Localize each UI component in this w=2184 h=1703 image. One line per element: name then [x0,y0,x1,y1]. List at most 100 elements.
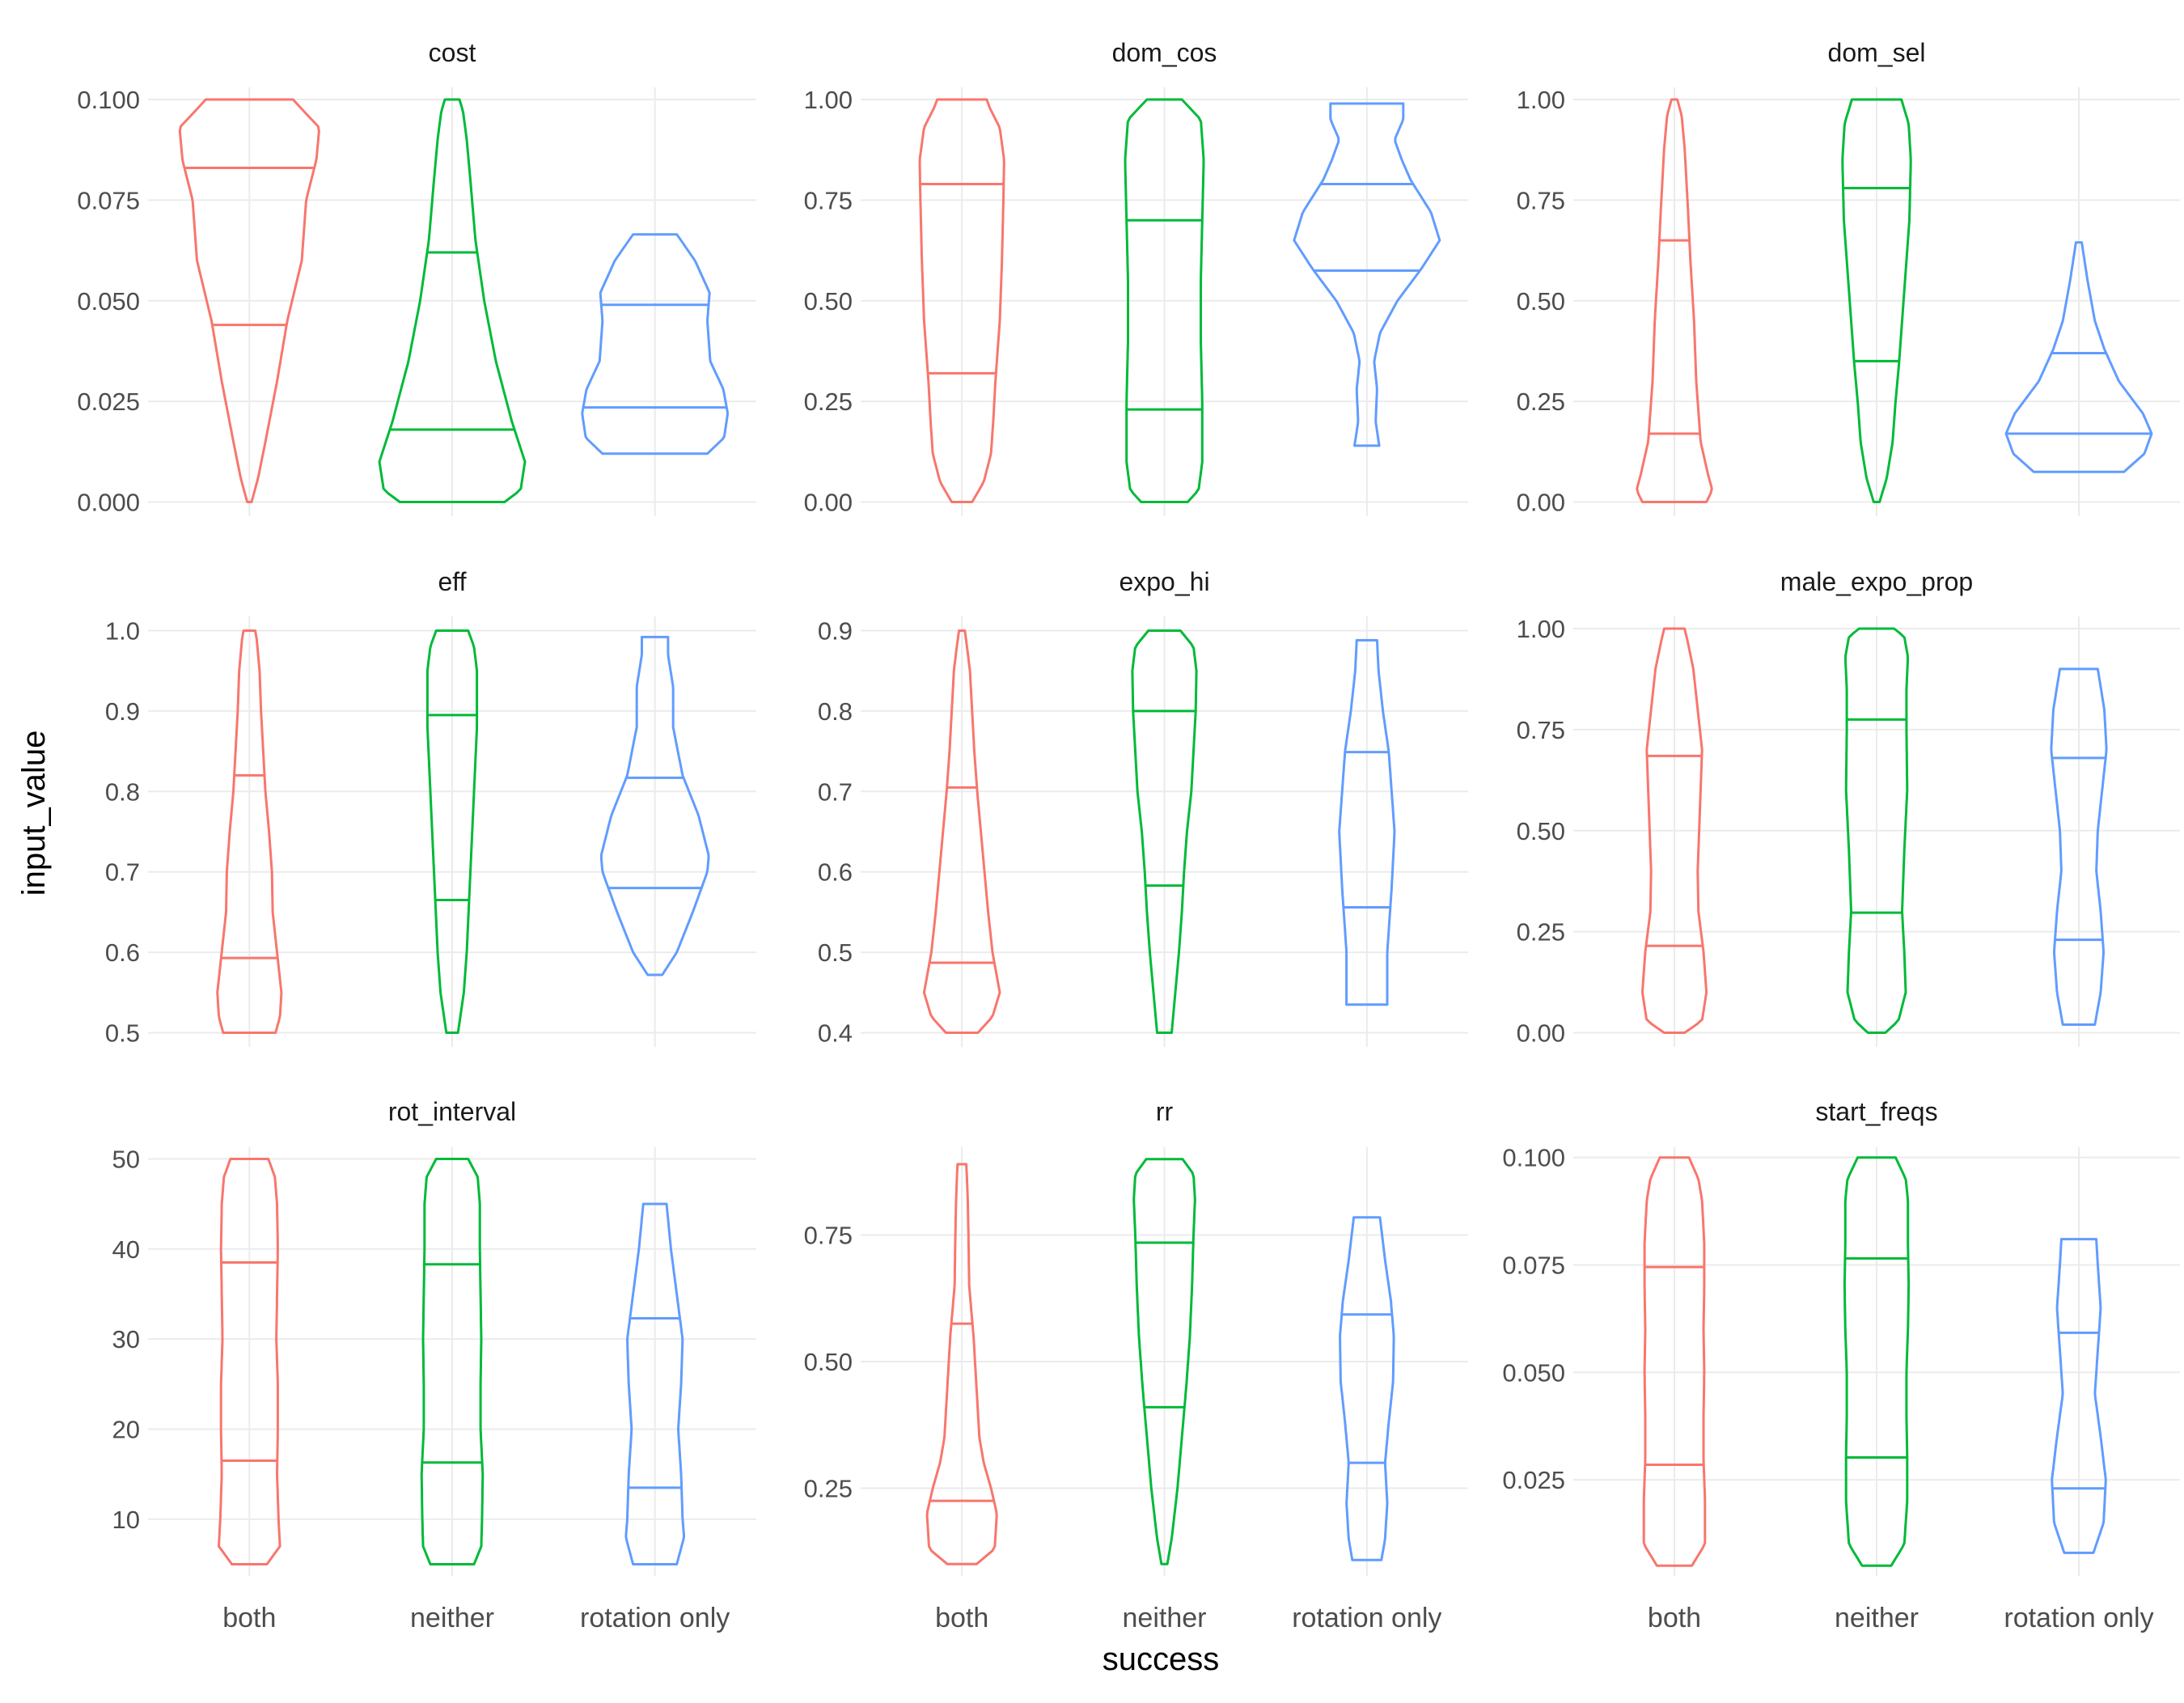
y-axis-label: input_value [16,731,52,896]
facet-title: rr [1156,1097,1174,1126]
x-tick-label: neither [1123,1603,1207,1633]
x-tick-label: rotation only [2004,1603,2153,1633]
facet-title: rot_interval [388,1097,516,1126]
facet-title: dom_cos [1112,38,1217,67]
x-tick-label: both [935,1603,988,1633]
violin-shape-neither [1131,629,1198,1034]
y-tick-label: 0.9 [105,697,140,726]
violin-shape-neither [1844,627,1909,1034]
y-tick-label: 0.50 [1517,817,1565,845]
violin-shape-neither [1841,98,1912,503]
facet-panel: 0.5 0.6 0.7 0.8 0.9 1.0 eff [105,567,756,1048]
violin-shape-both [1642,1156,1707,1567]
violin-shape-both [178,98,320,503]
y-tick-label: 0.00 [804,489,853,517]
y-tick-label: 0.8 [818,697,853,726]
violin-shape-rotation-only [1338,638,1396,1006]
facet-title: expo_hi [1119,567,1209,596]
y-tick-label: 0.050 [77,287,140,316]
facet-title: start_freqs [1815,1097,1937,1126]
y-tick-label: 40 [112,1235,140,1264]
y-tick-label: 0.25 [804,1474,853,1502]
y-tick-label: 0.100 [77,86,140,114]
y-tick-label: 0.000 [77,489,140,517]
violin-shape-neither [425,629,479,1034]
violin-shape-both [918,98,1005,503]
y-tick-label: 0.075 [77,186,140,214]
y-tick-label: 10 [112,1506,140,1534]
y-tick-label: 30 [112,1325,140,1354]
y-tick-label: 0.50 [804,287,853,316]
y-tick-label: 0.5 [105,1019,140,1048]
y-tick-label: 0.8 [105,777,140,806]
facet-title: cost [429,38,476,67]
y-tick-label: 0.6 [818,858,853,887]
facet-panel: 0.00 0.25 0.50 0.75 1.00 dom_sel [1517,38,2180,517]
x-axis-label: success [1103,1642,1220,1677]
y-tick-label: 0.50 [1517,287,1565,316]
y-tick-label: 0.9 [818,616,853,645]
y-tick-label: 0.75 [804,186,853,214]
y-tick-label: 0.75 [1517,186,1565,214]
violin-shape-neither [1843,1156,1911,1567]
x-tick-label: neither [410,1603,494,1633]
facet-panel: 0.00 0.25 0.50 0.75 1.00 male_expo_prop [1517,567,2180,1048]
y-tick-label: 0.5 [818,938,853,967]
y-tick-label: 0.75 [804,1222,853,1250]
y-tick-label: 0.075 [1502,1251,1565,1279]
violin-shape-rotation-only [2051,1238,2107,1554]
y-tick-label: 0.025 [77,388,140,416]
y-tick-label: 1.0 [105,616,140,645]
violin-shape-both [1640,627,1708,1034]
violin-shape-both [218,1158,281,1565]
facet-title: dom_sel [1828,38,1926,67]
violin-shape-rotation-only [1339,1216,1395,1561]
y-tick-label: 1.00 [1517,615,1565,643]
facet-panel: 0.000 0.025 0.050 0.075 0.100 cost [77,38,756,517]
x-tick-label: neither [1835,1603,1919,1633]
violin-shape-rotation-only [2004,241,2153,473]
y-tick-label: 0.00 [1517,489,1565,517]
y-tick-label: 0.7 [818,777,853,806]
violin-shape-neither [378,98,527,503]
violin-shape-rotation-only [624,1202,686,1565]
y-tick-label: 0.25 [1517,918,1565,947]
violin-shape-both [925,1163,998,1565]
facet-panel: 0.00 0.25 0.50 0.75 1.00 dom_cos [804,38,1468,517]
violin-shape-rotation-only [581,233,729,455]
x-tick-label: rotation only [580,1603,730,1633]
y-tick-label: 50 [112,1145,140,1173]
y-tick-label: 0.100 [1502,1144,1565,1172]
violin-shape-both [922,629,1001,1034]
facet-panel: 0.25 0.50 0.75 rr both neither rotation only [804,1097,1468,1633]
x-tick-label: rotation only [1292,1603,1441,1633]
y-tick-label: 20 [112,1416,140,1444]
x-tick-label: both [1648,1603,1701,1633]
facet-title: eff [438,567,467,596]
y-tick-label: 1.00 [804,86,853,114]
facet-panel: 0.4 0.5 0.6 0.7 0.8 0.9 expo_hi [818,567,1468,1048]
violin-shape-neither [1124,98,1205,503]
y-tick-label: 0.25 [804,388,853,416]
violin-shape-rotation-only [599,635,710,976]
y-tick-label: 0.4 [818,1019,853,1048]
violin-shape-neither [1132,1158,1196,1565]
facet-title: male_expo_prop [1780,567,1973,596]
y-tick-label: 0.75 [1517,716,1565,744]
y-tick-label: 0.00 [1517,1019,1565,1048]
violin-shape-rotation-only [1293,102,1441,447]
y-tick-label: 0.7 [105,858,140,887]
violin-shape-rotation-only [2050,667,2108,1026]
y-tick-label: 0.50 [804,1348,853,1376]
violin-shape-both [1636,98,1713,503]
violin-shape-neither [420,1158,485,1565]
y-tick-label: 0.050 [1502,1358,1565,1387]
x-tick-label: both [222,1603,276,1633]
y-tick-label: 0.6 [105,938,140,967]
y-tick-label: 1.00 [1517,86,1565,114]
violin-shape-both [216,629,283,1034]
